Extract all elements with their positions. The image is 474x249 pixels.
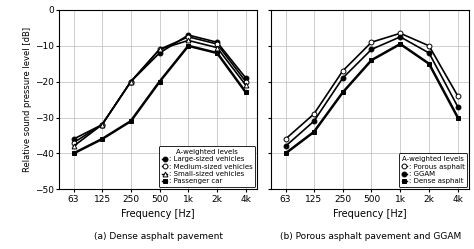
Title: (a) Dense asphalt pavement: (a) Dense asphalt pavement [94, 232, 223, 242]
X-axis label: Frequency [Hz]: Frequency [Hz] [333, 209, 407, 219]
X-axis label: Frequency [Hz]: Frequency [Hz] [121, 209, 195, 219]
Legend: : Porous asphalt, : GGAM, : Dense asphalt: : Porous asphalt, : GGAM, : Dense asphal… [399, 153, 467, 187]
Title: (b) Porous asphalt pavement and GGAM: (b) Porous asphalt pavement and GGAM [280, 232, 461, 242]
Y-axis label: Relative sound pressure level [dB]: Relative sound pressure level [dB] [23, 27, 32, 172]
Legend: : Large-sized vehicles, : Medium-sized vehicles, : Small-sized vehicles, : Passe: : Large-sized vehicles, : Medium-sized v… [159, 146, 255, 187]
